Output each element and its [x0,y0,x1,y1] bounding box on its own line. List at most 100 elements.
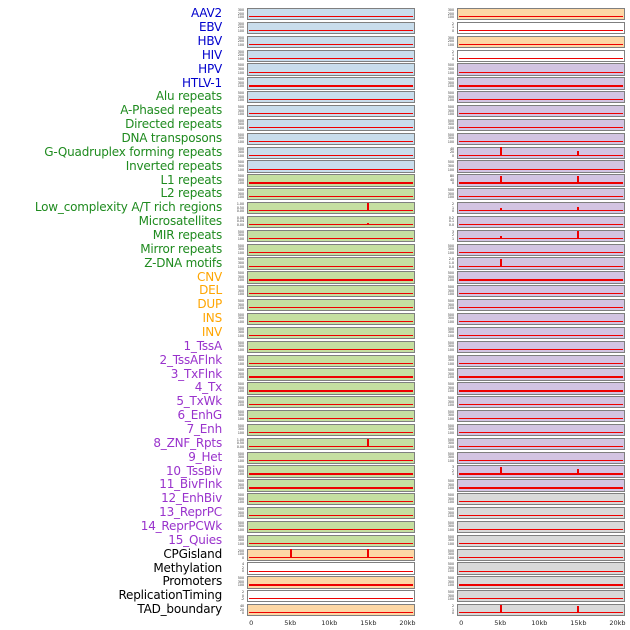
track-right [457,451,625,464]
y-tick-label: 300 [447,565,454,570]
track-left [247,77,415,90]
track-left [247,215,415,229]
y-axis-ticks-left: 300 200 100 [224,22,246,33]
y-tick-label: 300 [447,593,454,598]
y-tick-label: 100 [447,583,454,588]
red-baseline [249,445,413,447]
row-label: 9_Het [188,449,222,464]
y-tick-label: 300 [447,399,454,404]
y-tick-label: 500 [237,506,244,511]
y-axis-ticks-left: 500 300 100 [224,119,246,130]
track-left [247,590,415,603]
y-tick-label: 100 [447,125,454,130]
y-tick-label: 500 [237,243,244,248]
red-baseline [249,348,413,350]
track-left [247,146,415,159]
y-tick-label: 80 [449,174,454,179]
y-tick-label: 100 [237,167,244,172]
y-tick-label: 100 [447,500,454,505]
y-tick-label: 0 [241,611,244,616]
x-axis-right-tick-label: 20kb [609,618,626,627]
y-tick-label: 500 [237,493,244,498]
red-baseline [249,57,413,59]
red-baseline [459,140,623,143]
row-label: HBV [197,33,223,48]
y-tick-label: 200 [237,53,244,58]
y-tick-label: 500 [237,257,244,262]
red-baseline [249,182,413,184]
y-tick-label: 2 [451,233,454,238]
red-baseline [249,113,413,115]
y-tick-label: 300 [237,330,244,335]
red-baseline [459,362,623,364]
red-baseline [459,251,623,253]
y-tick-label: 500 [447,105,454,110]
y-tick-label: 1 [451,472,454,477]
y-tick-label: 300 [447,94,454,99]
y-tick-label: 1 [451,53,454,58]
row-label: MIR repeats [152,227,222,242]
red-baseline [459,16,623,18]
y-tick-label: 300 [237,371,244,376]
y-tick-label: 200 [447,11,454,16]
y-tick-label: 300 [447,579,454,584]
track-left [247,188,415,201]
track-left [247,326,415,340]
y-axis-ticks-right: 500 300 100 [434,285,456,296]
y-tick-label: 500 [237,396,244,401]
track-left [247,548,415,561]
y-tick-label: 500 [237,340,244,345]
red-baseline [459,528,623,531]
track-right [457,437,625,450]
y-tick-label: 0 [241,555,244,560]
red-peak [289,548,292,558]
track-left [247,229,415,243]
track-left [247,396,415,409]
red-baseline [249,362,413,364]
y-axis-ticks-left: 500 300 100 [224,91,246,102]
y-tick-label: 2.0 [448,257,454,262]
y-tick-label: 300 [447,302,454,307]
y-axis-ticks-left: 500 300 100 [224,188,246,199]
y-tick-label: 300 [447,427,454,432]
y-tick-label: 1 [451,25,454,30]
row-label: EBV [198,20,222,35]
y-tick-label: 100 [237,472,244,477]
track-right [457,257,625,270]
red-baseline [459,196,623,198]
y-axis-ticks-left: 500 300 100 [224,285,246,296]
row-label: 14_ReprPCWk [140,519,222,534]
y-axis-ticks-right: 500 300 100 [434,590,456,601]
red-baseline [249,431,413,434]
row-label: CNV [197,269,222,284]
row-label: DUP [197,297,222,312]
y-axis-ticks-left: 500 300 100 [224,147,246,158]
red-baseline [459,210,623,212]
red-baseline [459,390,623,392]
y-tick-label: 200 [237,39,244,44]
track-left [247,257,415,270]
red-peak [576,207,579,212]
y-axis-ticks-right: 500 300 100 [434,521,456,532]
y-tick-label: 100 [447,250,454,255]
y-axis-ticks-right: 40 20 0 [434,147,456,158]
y-tick-label: 100 [237,42,244,47]
red-baseline [459,556,623,558]
red-baseline [459,418,623,420]
red-peak [366,549,369,558]
y-axis-ticks-left: 200 100 0 [224,549,246,560]
y-tick-label: 100 [447,15,454,20]
y-tick-label: 0.1 [448,219,454,224]
y-tick-label: 300 [237,579,244,584]
row-label: 5_TxWk [176,394,222,409]
red-baseline [249,154,413,156]
y-axis-ticks-left: 1.00 0.50 0.00 [224,438,246,449]
y-axis-ticks-left: 500 300 100 [224,230,246,241]
red-baseline [459,598,623,600]
y-tick-label: 500 [447,382,454,387]
red-baseline [459,85,623,87]
y-tick-label: 500 [447,548,454,553]
y-tick-label: 100 [237,430,244,435]
y-axis-ticks-left: 500 300 100 [224,272,246,283]
